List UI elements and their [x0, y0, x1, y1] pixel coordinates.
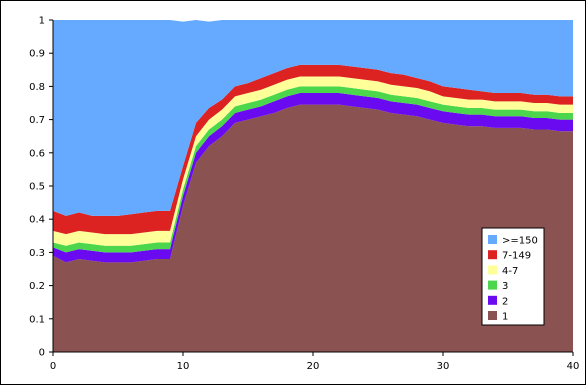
y-tick-label: 0.4 — [29, 215, 45, 226]
x-tick-label: 0 — [50, 361, 56, 372]
y-tick-label: 0.1 — [29, 314, 45, 325]
y-tick-label: 0.6 — [29, 148, 45, 159]
legend-item-3: 3 — [488, 280, 508, 292]
legend-label: 3 — [502, 281, 508, 292]
y-tick-label: 0.3 — [29, 248, 45, 259]
y-tick-label: 0.7 — [29, 115, 45, 126]
legend-label: 1 — [502, 312, 508, 323]
area-series-1 — [53, 104, 573, 352]
legend-label: 4-7 — [502, 266, 518, 277]
legend-item-7-149: 7-149 — [488, 250, 531, 262]
x-tick-label: 20 — [307, 361, 320, 372]
area-series-gte-150 — [53, 20, 573, 216]
x-tick-label: 10 — [177, 361, 190, 372]
axes: 00.10.20.30.40.50.60.70.80.910 10 20 30 40 — [29, 16, 579, 373]
plot-areas — [53, 20, 573, 352]
legend-swatch — [488, 235, 497, 244]
y-tick-label: 0.5 — [29, 182, 45, 193]
legend-swatch — [488, 265, 497, 275]
legend: >=150 7-149 4-7 3 2 1 — [481, 227, 545, 326]
y-tick-label: 0.2 — [29, 281, 45, 292]
legend-label: 2 — [502, 296, 508, 307]
y-tick-label: 0.9 — [29, 49, 45, 60]
x-tick-label: 30 — [437, 361, 450, 372]
x-tick-label: 40 — [567, 361, 580, 372]
legend-label: >=150 — [502, 236, 538, 247]
legend-swatch — [488, 311, 497, 320]
legend-swatch — [488, 250, 497, 260]
legend-box — [481, 227, 545, 326]
legend-item-2: 2 — [488, 295, 508, 307]
legend-item-gte-150: >=150 — [488, 235, 538, 247]
legend-swatch — [488, 280, 497, 290]
legend-item-1: 1 — [488, 311, 508, 323]
legend-item-4-7: 4-7 — [488, 265, 518, 277]
y-tick-label: 0 — [39, 348, 45, 359]
legend-label: 7-149 — [502, 251, 531, 262]
y-tick-label: 1 — [39, 16, 45, 27]
y-tick-label: 0.8 — [29, 82, 45, 93]
legend-swatch — [488, 295, 497, 305]
area-series-7-149 — [53, 64, 573, 235]
